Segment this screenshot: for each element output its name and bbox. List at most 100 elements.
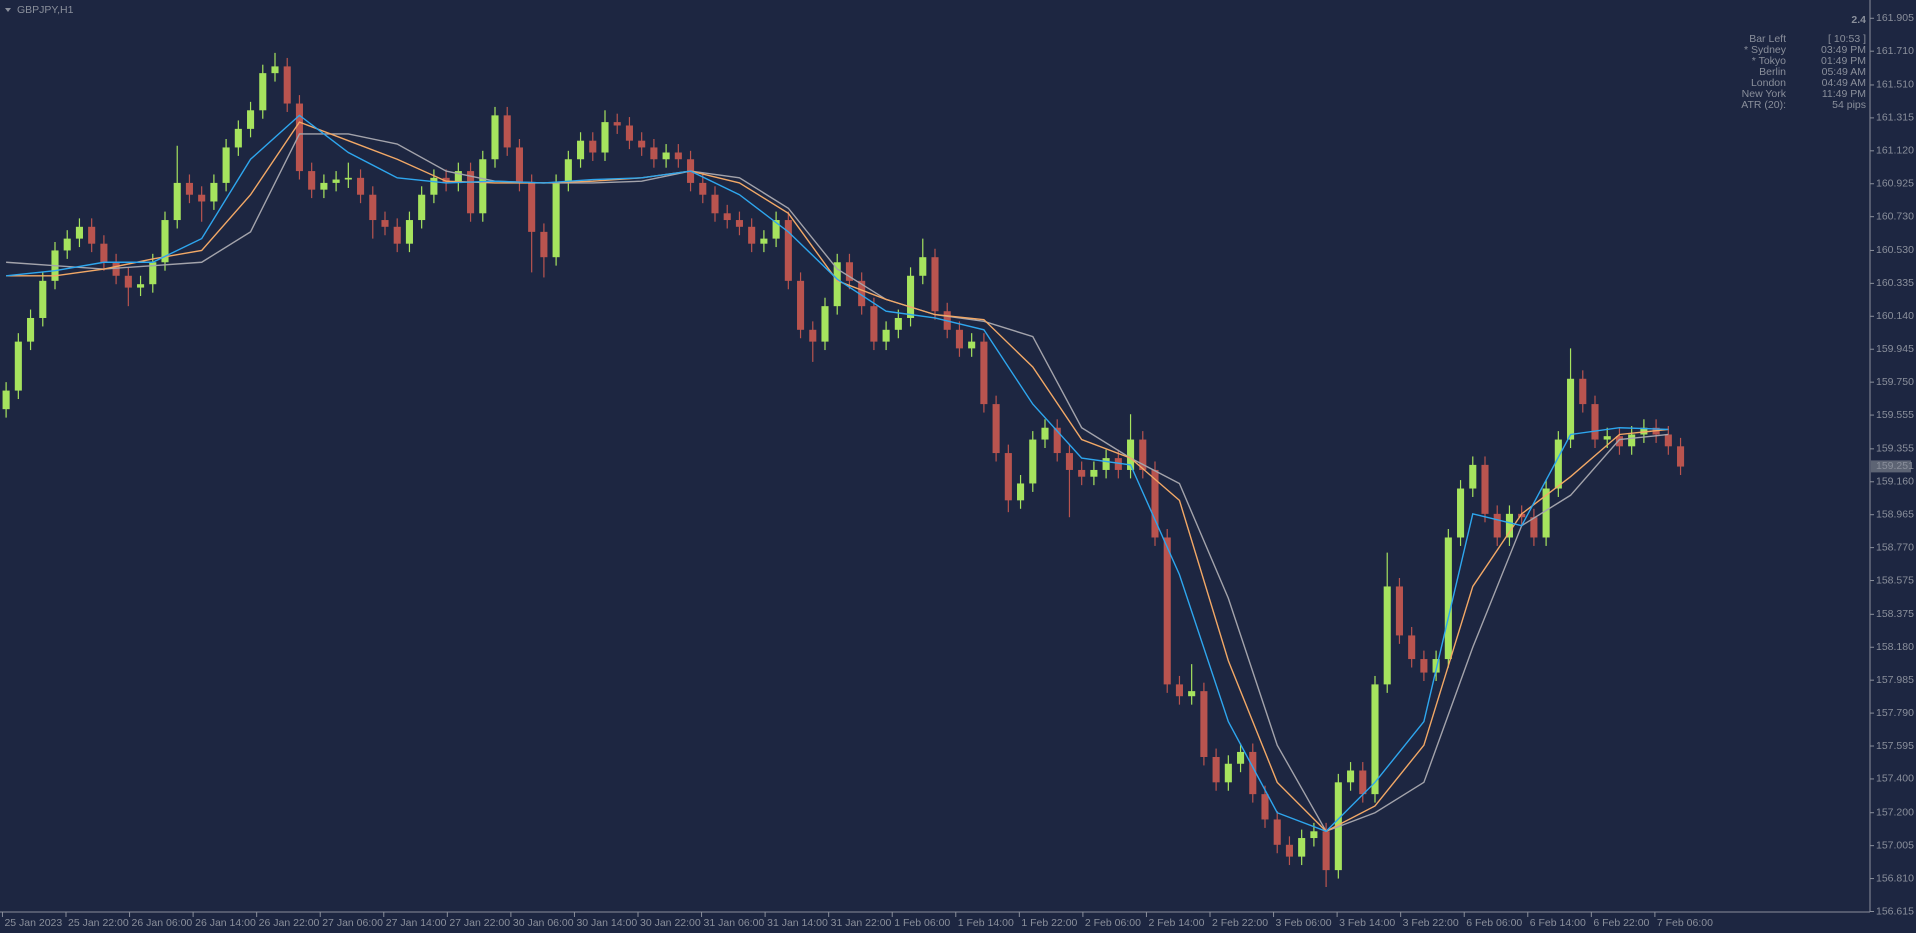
- candle-body: [222, 147, 230, 183]
- candle-body: [1493, 513, 1501, 538]
- x-tick-label: 26 Jan 14:00: [195, 917, 256, 929]
- info-label: New York: [1742, 88, 1787, 100]
- x-tick-label: 31 Jan 22:00: [831, 917, 892, 929]
- candle-body: [1310, 831, 1318, 839]
- y-tick-label: 156.615: [1876, 905, 1914, 917]
- y-tick-label: 159.160: [1876, 476, 1914, 488]
- candle-body: [1151, 469, 1159, 538]
- y-tick-label: 158.965: [1876, 508, 1914, 520]
- candle-body: [393, 226, 401, 244]
- candle-body: [919, 257, 927, 276]
- info-value: 03:49 PM: [1821, 44, 1866, 56]
- candle-body: [1212, 756, 1220, 783]
- info-value: 01:49 PM: [1821, 55, 1866, 67]
- y-tick-label: 158.770: [1876, 541, 1914, 553]
- moving-average-line: [6, 121, 1669, 833]
- y-tick-label: 161.510: [1876, 79, 1914, 91]
- candle-body: [760, 238, 768, 244]
- candle-body: [234, 128, 242, 148]
- candle-body: [735, 220, 743, 227]
- candle-body: [723, 213, 731, 221]
- x-tick-label: 1 Feb 22:00: [1021, 917, 1077, 929]
- info-value: 04:49 AM: [1822, 77, 1866, 89]
- y-tick-label: 156.810: [1876, 872, 1914, 884]
- candle-body: [540, 231, 548, 258]
- candle-body: [503, 115, 511, 148]
- moving-average-line: [6, 114, 1669, 833]
- candle-body: [1615, 436, 1623, 447]
- candle-body: [1237, 751, 1245, 764]
- x-tick-label: 1 Feb 06:00: [894, 917, 950, 929]
- candle-body: [2, 390, 10, 410]
- candle-body: [1664, 434, 1672, 447]
- candle-body: [1444, 537, 1452, 660]
- candle-body: [601, 122, 609, 153]
- candle-body: [1090, 469, 1098, 477]
- candle-body: [1567, 378, 1575, 440]
- candle-body: [1114, 458, 1122, 470]
- candle-body: [1175, 684, 1183, 697]
- candle-body: [247, 110, 255, 129]
- candle-body: [479, 159, 487, 214]
- candle-body: [1505, 513, 1513, 538]
- candle-body: [137, 284, 145, 288]
- candle-body: [589, 140, 597, 153]
- candle-body: [894, 317, 902, 330]
- x-tick-label: 26 Jan 06:00: [132, 917, 193, 929]
- y-tick-label: 160.925: [1876, 178, 1914, 190]
- candle-body: [907, 275, 915, 318]
- window-menu-icon[interactable]: [5, 8, 11, 12]
- candle-body: [63, 238, 71, 251]
- info-label: * Tokyo: [1752, 55, 1786, 67]
- y-tick-label: 160.335: [1876, 277, 1914, 289]
- candle-body: [1347, 770, 1355, 783]
- candle-body: [515, 147, 523, 183]
- x-tick-label: 27 Jan 22:00: [449, 917, 510, 929]
- candle-body: [14, 341, 22, 391]
- candle-body: [295, 103, 303, 172]
- candle-body: [858, 280, 866, 307]
- candle-body: [1420, 659, 1428, 673]
- spread-value: 2.4: [1851, 14, 1866, 26]
- candle-body: [1640, 427, 1648, 435]
- candle-body: [27, 317, 35, 342]
- candle-body: [173, 182, 181, 221]
- candle-body: [772, 220, 780, 239]
- x-tick-label: 3 Feb 14:00: [1339, 917, 1395, 929]
- x-tick-label: 3 Feb 06:00: [1276, 917, 1332, 929]
- candle-body: [955, 329, 963, 349]
- x-tick-label: 30 Jan 14:00: [576, 917, 637, 929]
- candle-body: [161, 220, 169, 263]
- candle-body: [552, 182, 560, 258]
- candle-body: [357, 177, 365, 195]
- y-tick-label: 157.005: [1876, 839, 1914, 851]
- last-price-label: 159.251: [1876, 460, 1914, 472]
- candle-body: [271, 66, 279, 74]
- candle-body: [1273, 819, 1281, 845]
- candle-body: [1322, 831, 1330, 871]
- info-label: Berlin: [1759, 66, 1786, 78]
- candle-body: [845, 262, 853, 281]
- candle-body: [748, 226, 756, 244]
- info-label: London: [1751, 77, 1786, 89]
- candle-body: [185, 182, 193, 195]
- x-tick-label: 2 Feb 14:00: [1148, 917, 1204, 929]
- y-tick-label: 160.730: [1876, 210, 1914, 222]
- y-tick-label: 161.315: [1876, 112, 1914, 124]
- candle-body: [1677, 446, 1685, 467]
- candle-body: [1139, 439, 1147, 470]
- candle-body: [88, 226, 96, 244]
- candle-body: [833, 262, 841, 307]
- y-tick-label: 157.790: [1876, 707, 1914, 719]
- x-tick-label: 7 Feb 06:00: [1657, 917, 1713, 929]
- candle-body: [809, 329, 817, 342]
- candle-body: [210, 182, 218, 202]
- candle-body: [1224, 763, 1232, 783]
- info-label: ATR (20):: [1741, 99, 1786, 111]
- candle-body: [528, 182, 536, 232]
- candle-body: [1285, 844, 1293, 857]
- y-tick-label: 159.355: [1876, 443, 1914, 455]
- candle-body: [662, 152, 670, 160]
- candle-body: [344, 177, 352, 180]
